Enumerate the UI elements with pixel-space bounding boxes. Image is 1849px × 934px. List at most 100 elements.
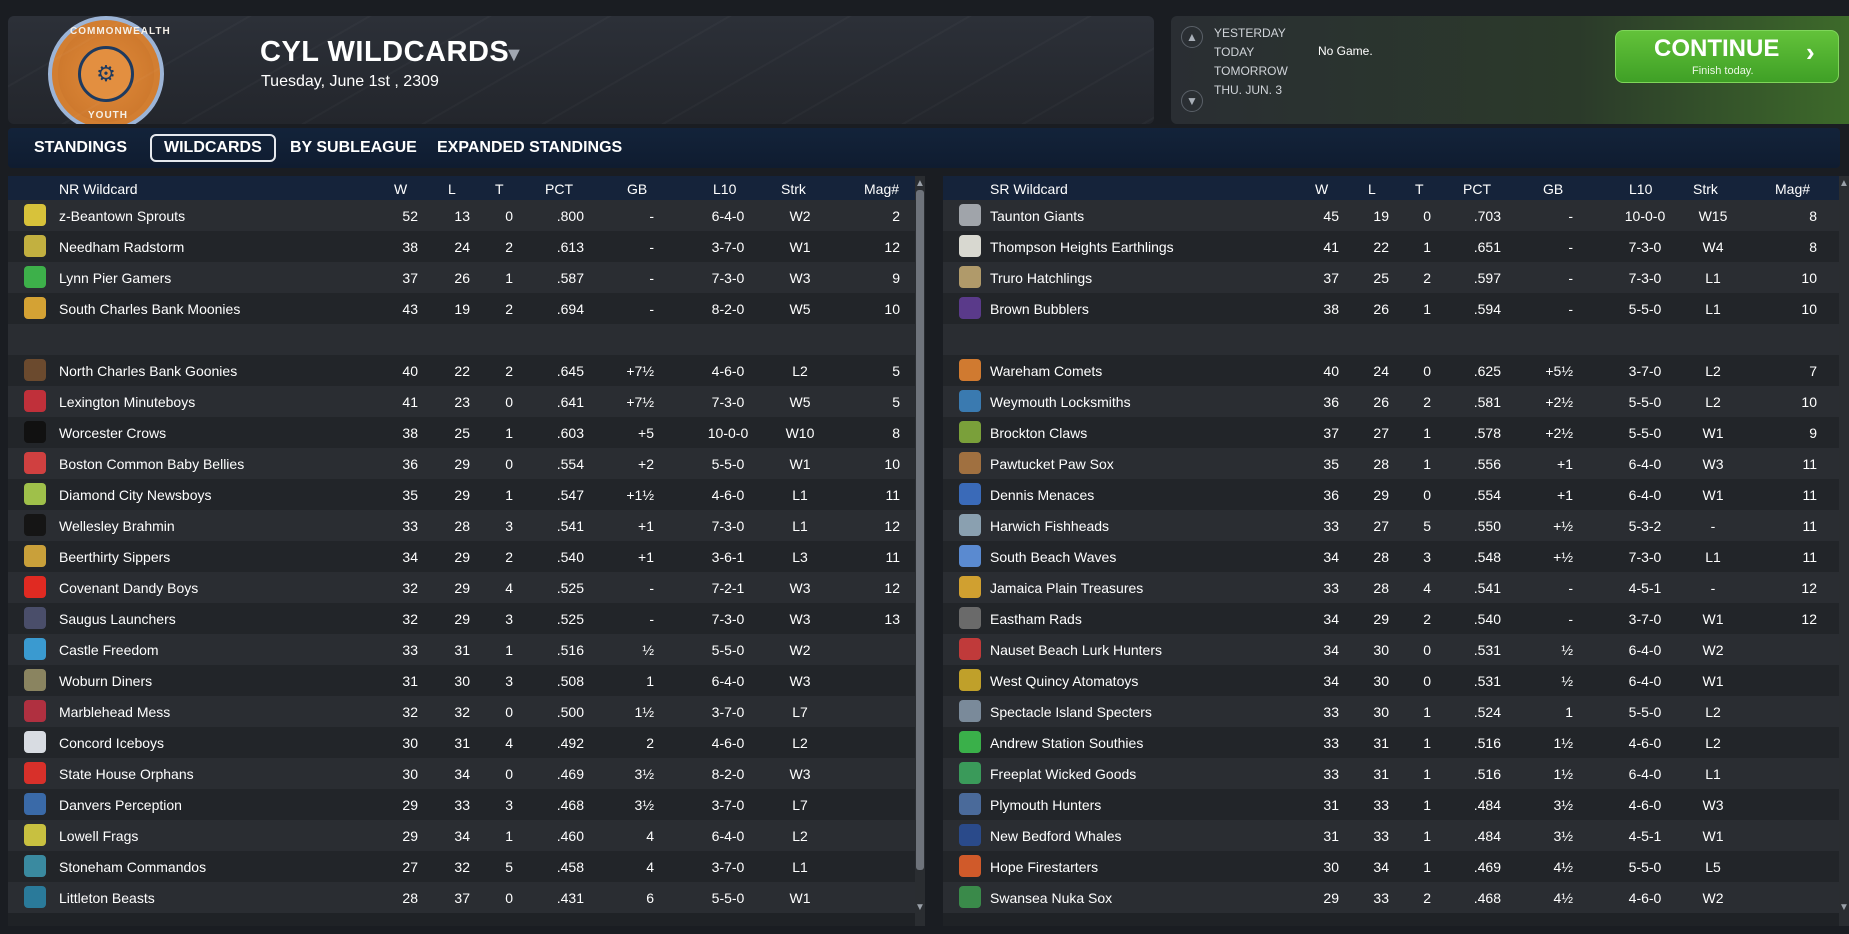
cell-team[interactable]: Thompson Heights Earthlings xyxy=(990,239,1174,255)
cell-team[interactable]: Lowell Frags xyxy=(59,828,139,844)
cell-team[interactable]: Boston Common Baby Bellies xyxy=(59,456,245,472)
continue-button[interactable]: CONTINUE Finish today. › xyxy=(1615,30,1839,83)
cell-team[interactable]: Lexington Minuteboys xyxy=(59,394,196,410)
table-row[interactable]: State House Orphans 30 34 0 .469 3½ 8-2-0 W3 xyxy=(8,758,925,789)
col-w[interactable]: W xyxy=(1315,181,1329,197)
cell-team[interactable]: Swansea Nuka Sox xyxy=(990,890,1113,906)
table-row[interactable]: Nauset Beach Lurk Hunters 34 30 0 .531 ½ 6-4-0… xyxy=(943,634,1849,665)
cell-team[interactable]: Spectacle Island Specters xyxy=(990,704,1152,720)
chevron-down-icon[interactable]: ▼ xyxy=(1181,90,1203,112)
cell-team[interactable]: Truro Hatchlings xyxy=(990,270,1093,286)
scroll-down-icon[interactable]: ▼ xyxy=(915,902,925,913)
table-row[interactable]: Truro Hatchlings 37 25 2 .597 - 7-3-0 L1 10 xyxy=(943,262,1849,293)
cell-team[interactable]: Worcester Crows xyxy=(59,425,167,441)
cell-team[interactable]: State House Orphans xyxy=(59,766,194,782)
cell-team[interactable]: Hope Firestarters xyxy=(990,859,1099,875)
table-row[interactable]: West Quincy Atomatoys 34 30 0 .531 ½ 6-4-0 W1 xyxy=(943,665,1849,696)
cell-team[interactable]: Needham Radstorm xyxy=(59,239,185,255)
col-gb[interactable]: GB xyxy=(627,181,648,197)
cell-team[interactable]: z-Beantown Sprouts xyxy=(59,208,186,224)
schedule-day-today[interactable]: TODAY xyxy=(1214,45,1255,59)
cell-team[interactable]: Covenant Dandy Boys xyxy=(59,580,199,596)
table-row[interactable]: Concord Iceboys 30 31 4 .492 2 4-6-0 L2 xyxy=(8,727,925,758)
scroll-up-icon[interactable]: ▲ xyxy=(915,178,925,189)
cell-team[interactable]: Brown Bubblers xyxy=(990,301,1089,317)
cell-team[interactable]: Woburn Diners xyxy=(59,673,153,689)
scroll-up-icon[interactable]: ▲ xyxy=(1839,178,1849,189)
table-row[interactable]: Wareham Comets 40 24 0 .625 +5½ 3-7-0 L2 7 xyxy=(943,355,1849,386)
table-row[interactable]: Saugus Launchers 32 29 3 .525 - 7-3-0 W3 13 xyxy=(8,603,925,634)
col-gb[interactable]: GB xyxy=(1543,181,1564,197)
cell-team[interactable]: Castle Freedom xyxy=(59,642,159,658)
cell-team[interactable]: New Bedford Whales xyxy=(990,828,1122,844)
table-row[interactable]: Lowell Frags 29 34 1 .460 4 6-4-0 L2 xyxy=(8,820,925,851)
chevron-up-icon[interactable]: ▲ xyxy=(1181,26,1203,48)
col-team[interactable]: NR Wildcard xyxy=(59,181,138,197)
table-row[interactable]: Castle Freedom 33 31 1 .516 ½ 5-5-0 W2 xyxy=(8,634,925,665)
scrollbar[interactable]: ▲ ▼ xyxy=(1839,176,1849,926)
table-row[interactable]: Littleton Beasts 28 37 0 .431 6 5-5-0 W1 xyxy=(8,882,925,913)
table-row[interactable]: Thompson Heights Earthlings 41 22 1 .651 - 7-3… xyxy=(943,231,1849,262)
cell-team[interactable]: Andrew Station Southies xyxy=(990,735,1144,751)
cell-team[interactable]: Plymouth Hunters xyxy=(990,797,1102,813)
table-row[interactable]: Brown Bubblers 38 26 1 .594 - 5-5-0 L1 10 xyxy=(943,293,1849,324)
table-row[interactable]: Danvers Perception 29 33 3.468 3½ 3-7-0 L7 xyxy=(8,789,925,820)
cell-team[interactable]: Freeplat Wicked Goods xyxy=(990,766,1137,782)
table-row[interactable]: Wellesley Brahmin 33 28 3 .541 +1 7-3-0 L1 12 xyxy=(8,510,925,541)
cell-team[interactable]: Diamond City Newsboys xyxy=(59,487,212,503)
cell-team[interactable]: Marblehead Mess xyxy=(59,704,171,720)
scrollbar-thumb[interactable] xyxy=(916,190,924,870)
col-w[interactable]: W xyxy=(394,181,408,197)
cell-team[interactable]: South Charles Bank Moonies xyxy=(59,301,241,317)
cell-team[interactable]: Lynn Pier Gamers xyxy=(59,270,172,286)
cell-team[interactable]: Brockton Claws xyxy=(990,425,1088,441)
table-row[interactable]: Andrew Station Southies 33 31 1 .516 1½ 4-6-0 L… xyxy=(943,727,1849,758)
tab-standings[interactable]: STANDINGS xyxy=(34,139,128,156)
scroll-down-icon[interactable]: ▼ xyxy=(1839,902,1849,913)
table-row[interactable]: z-Beantown Sprouts 52 13 0 .800 - 6-4-0 W2 2 xyxy=(8,200,925,231)
schedule-day-yesterday[interactable]: YESTERDAY xyxy=(1214,26,1286,40)
table-row[interactable]: Worcester Crows 38 25 1 .603 +5 10-0-0 W10 8 xyxy=(8,417,925,448)
cell-team[interactable]: Jamaica Plain Treasures xyxy=(990,580,1144,596)
table-row[interactable]: Hope Firestarters 30 34 1 .469 4½ 5-5-0 L5 xyxy=(943,851,1849,882)
table-row[interactable]: Swansea Nuka Sox 29 33 2 .468 4½ 4-6-0 W2 xyxy=(943,882,1849,913)
col-pct[interactable]: PCT xyxy=(545,181,573,197)
cell-team[interactable]: Saugus Launchers xyxy=(59,611,176,627)
col-t[interactable]: T xyxy=(1415,181,1424,197)
cell-team[interactable]: Pawtucket Paw Sox xyxy=(990,456,1114,472)
scrollbar[interactable]: ▲ ▼ xyxy=(915,176,925,926)
table-row[interactable]: South Beach Waves 34 28 3 .548 +½ 7-3-0 L1 11 xyxy=(943,541,1849,572)
cell-team[interactable]: Danvers Perception xyxy=(59,797,182,813)
cell-team[interactable]: Littleton Beasts xyxy=(59,890,155,906)
cell-team[interactable]: Beerthirty Sippers xyxy=(59,549,171,565)
schedule-day-tomorrow[interactable]: TOMORROW xyxy=(1214,64,1288,78)
table-row[interactable]: New Bedford Whales 31 33 1 .484 3½ 4-5-1 W1 xyxy=(943,820,1849,851)
page-title[interactable]: CYL WILDCARDS xyxy=(260,36,510,68)
cell-team[interactable]: Harwich Fishheads xyxy=(990,518,1110,534)
table-row[interactable]: Stoneham Commandos 27 32 5 .458 4 3-7-0 L1 xyxy=(8,851,925,882)
table-row[interactable]: Jamaica Plain Treasures 33 28 4 .541 - 4-5-1 - 1… xyxy=(943,572,1849,603)
schedule-day-thu[interactable]: THU. JUN. 3 xyxy=(1214,83,1283,97)
cell-team[interactable]: Stoneham Commandos xyxy=(59,859,207,875)
col-pct[interactable]: PCT xyxy=(1463,181,1491,197)
table-row[interactable]: Freeplat Wicked Goods 33 31 1 .516 1½ 6-4-0 L1 xyxy=(943,758,1849,789)
cell-team[interactable]: West Quincy Atomatoys xyxy=(990,673,1139,689)
cell-team[interactable]: Dennis Menaces xyxy=(990,487,1095,503)
table-row[interactable]: North Charles Bank Goonies 40 22 2.645 +7½ 4-… xyxy=(8,355,925,386)
cell-team[interactable]: North Charles Bank Goonies xyxy=(59,363,238,379)
table-row[interactable]: Harwich Fishheads 33 27 5 .550 +½ 5-3-2 - 11 xyxy=(943,510,1849,541)
table-row[interactable]: Taunton Giants 45 19 0 .703 - 10-0-0 W15 8 xyxy=(943,200,1849,231)
cell-team[interactable]: Eastham Rads xyxy=(990,611,1082,627)
table-row[interactable]: Lynn Pier Gamers 37 26 1 .587 - 7-3-0 W3 9 xyxy=(8,262,925,293)
table-row[interactable]: Covenant Dandy Boys 32 29 4 .525 - 7-2-1 W3 12 xyxy=(8,572,925,603)
table-row[interactable]: Lexington Minuteboys 41 23 0 .641 +7½ 7-3-0 W5 5 xyxy=(8,386,925,417)
col-mag[interactable]: Mag# xyxy=(864,181,900,197)
table-row[interactable]: Plymouth Hunters 31 33 1 .484 3½ 4-6-0 W3 xyxy=(943,789,1849,820)
cell-team[interactable]: Taunton Giants xyxy=(990,208,1085,224)
table-row[interactable]: Boston Common Baby Bellies 36 29 0 .554 +2 5-5… xyxy=(8,448,925,479)
tab-by-subleague[interactable]: BY SUBLEAGUE xyxy=(290,139,417,156)
table-row[interactable]: Diamond City Newsboys 35 29 1 .547 +1½ 4-6-0 L1… xyxy=(8,479,925,510)
table-row[interactable]: Marblehead Mess 32 32 0 .500 1½ 3-7-0 L7 xyxy=(8,696,925,727)
col-team[interactable]: SR Wildcard xyxy=(990,181,1068,197)
cell-team[interactable]: Wellesley Brahmin xyxy=(59,518,175,534)
